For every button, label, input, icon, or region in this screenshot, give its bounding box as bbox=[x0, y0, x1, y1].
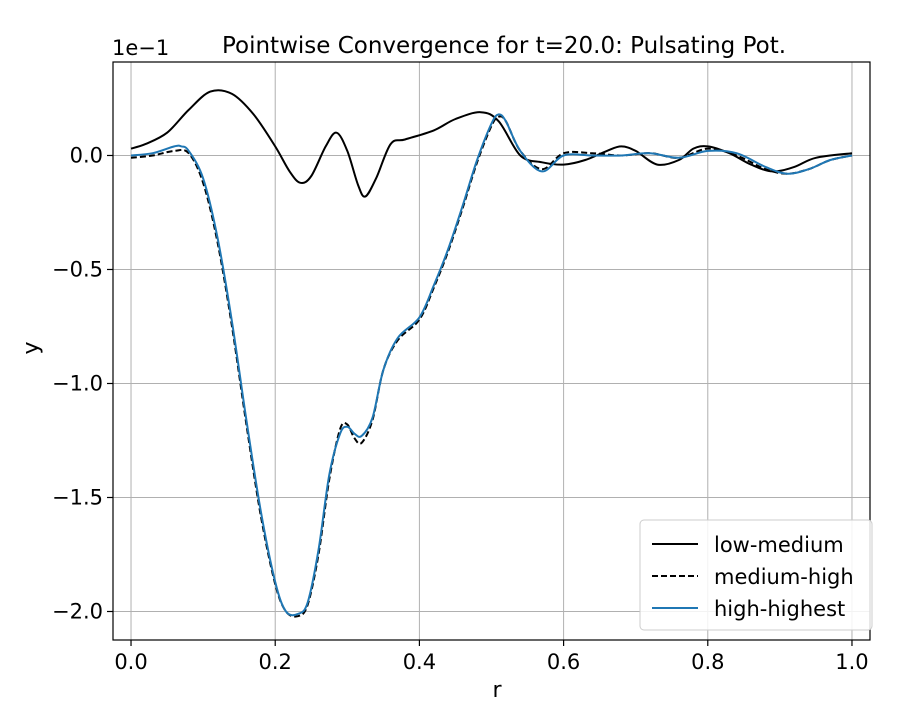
legend-label-low-medium: low-medium bbox=[714, 533, 844, 557]
x-tick-label: 1.0 bbox=[835, 650, 868, 674]
x-tick-label: 0.4 bbox=[403, 650, 436, 674]
legend-label-high-highest: high-highest bbox=[714, 597, 845, 621]
x-tick-label: 0.0 bbox=[114, 650, 147, 674]
y-axis-ticks: 0.0 −0.5 −1.0 −1.5 −2.0 bbox=[52, 143, 113, 623]
y-tick-label: −1.0 bbox=[52, 371, 103, 395]
x-tick-label: 0.8 bbox=[691, 650, 724, 674]
x-axis-label: r bbox=[492, 678, 502, 703]
y-axis-label: y bbox=[19, 341, 44, 354]
chart-title: Pointwise Convergence for t=20.0: Pulsat… bbox=[222, 33, 786, 59]
x-axis-ticks: 0.0 0.2 0.4 0.6 0.8 1.0 bbox=[114, 640, 869, 674]
series-lines bbox=[130, 89, 853, 618]
legend-box bbox=[639, 519, 873, 631]
series-line-high-highest bbox=[130, 113, 853, 617]
y-tick-label: −0.5 bbox=[52, 257, 103, 281]
y-tick-label: −2.0 bbox=[52, 599, 103, 623]
y-tick-label: 0.0 bbox=[70, 143, 103, 167]
y-tick-label: −1.5 bbox=[52, 485, 103, 509]
legend-label-medium-high: medium-high bbox=[714, 565, 854, 589]
x-tick-label: 0.2 bbox=[259, 650, 292, 674]
series-line-low-medium bbox=[130, 89, 853, 198]
y-offset-label: 1e−1 bbox=[112, 36, 169, 60]
plot-frame bbox=[112, 61, 871, 641]
x-tick-label: 0.6 bbox=[547, 650, 580, 674]
legend: low-medium medium-high high-highest bbox=[639, 519, 873, 631]
